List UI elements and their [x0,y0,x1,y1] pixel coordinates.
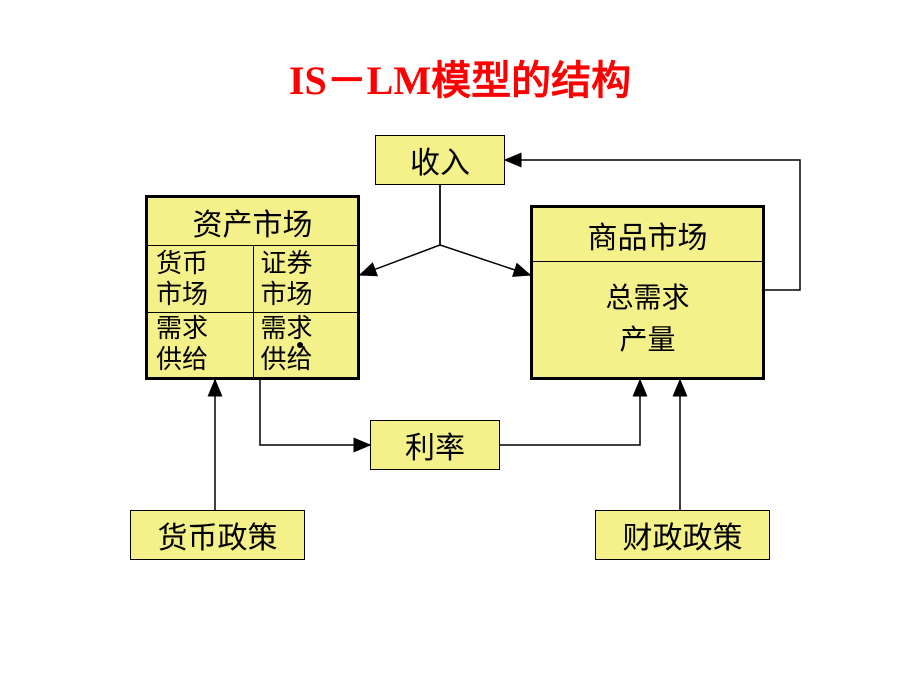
asset-br-line2: 供给 [261,344,313,375]
fiscal-policy-box: 财政政策 [595,510,770,560]
asset-market-box: 资产市场 货币 市场 证券 市场 需求 供给 需求 供给 [145,195,360,380]
goods-body-line1: 总需求 [605,278,689,320]
asset-cell-money-market: 货币 市场 [148,246,253,312]
income-label: 收入 [410,138,470,182]
asset-horizontal-divider [148,312,357,313]
arrow-interest-to-goods [500,380,640,445]
interest-rate-box: 利率 [370,420,500,470]
monetary-policy-label: 货币政策 [158,513,278,557]
asset-cell-demand-supply-left: 需求 供给 [148,312,253,378]
decorative-dot [297,342,303,348]
goods-body-line2: 产量 [619,320,675,362]
page-title: IS－LM模型的结构 [0,48,920,106]
arrow-income-to-asset [360,185,440,275]
asset-tl-line2: 市场 [156,279,208,310]
goods-market-title: 商品市场 [588,213,708,257]
asset-tr-line1: 证券 [261,248,313,279]
asset-tr-line2: 市场 [261,279,313,310]
arrow-income-to-goods [440,185,530,275]
asset-cell-demand-supply-right: 需求 供给 [253,312,358,378]
goods-market-body: 总需求 产量 [533,262,762,377]
income-box: 收入 [375,135,505,185]
goods-market-box: 商品市场 总需求 产量 [530,205,765,380]
asset-market-title: 资产市场 [193,200,313,244]
asset-br-line1: 需求 [261,313,313,344]
fiscal-policy-label: 财政政策 [623,513,743,557]
interest-rate-label: 利率 [405,423,465,467]
asset-market-header: 资产市场 [148,198,357,246]
asset-cell-securities-market: 证券 市场 [253,246,358,312]
goods-market-header: 商品市场 [533,208,762,262]
asset-bl-line1: 需求 [156,313,208,344]
asset-bl-line2: 供给 [156,344,208,375]
monetary-policy-box: 货币政策 [130,510,305,560]
asset-tl-line1: 货币 [156,248,208,279]
arrow-asset-to-interest [260,380,370,445]
